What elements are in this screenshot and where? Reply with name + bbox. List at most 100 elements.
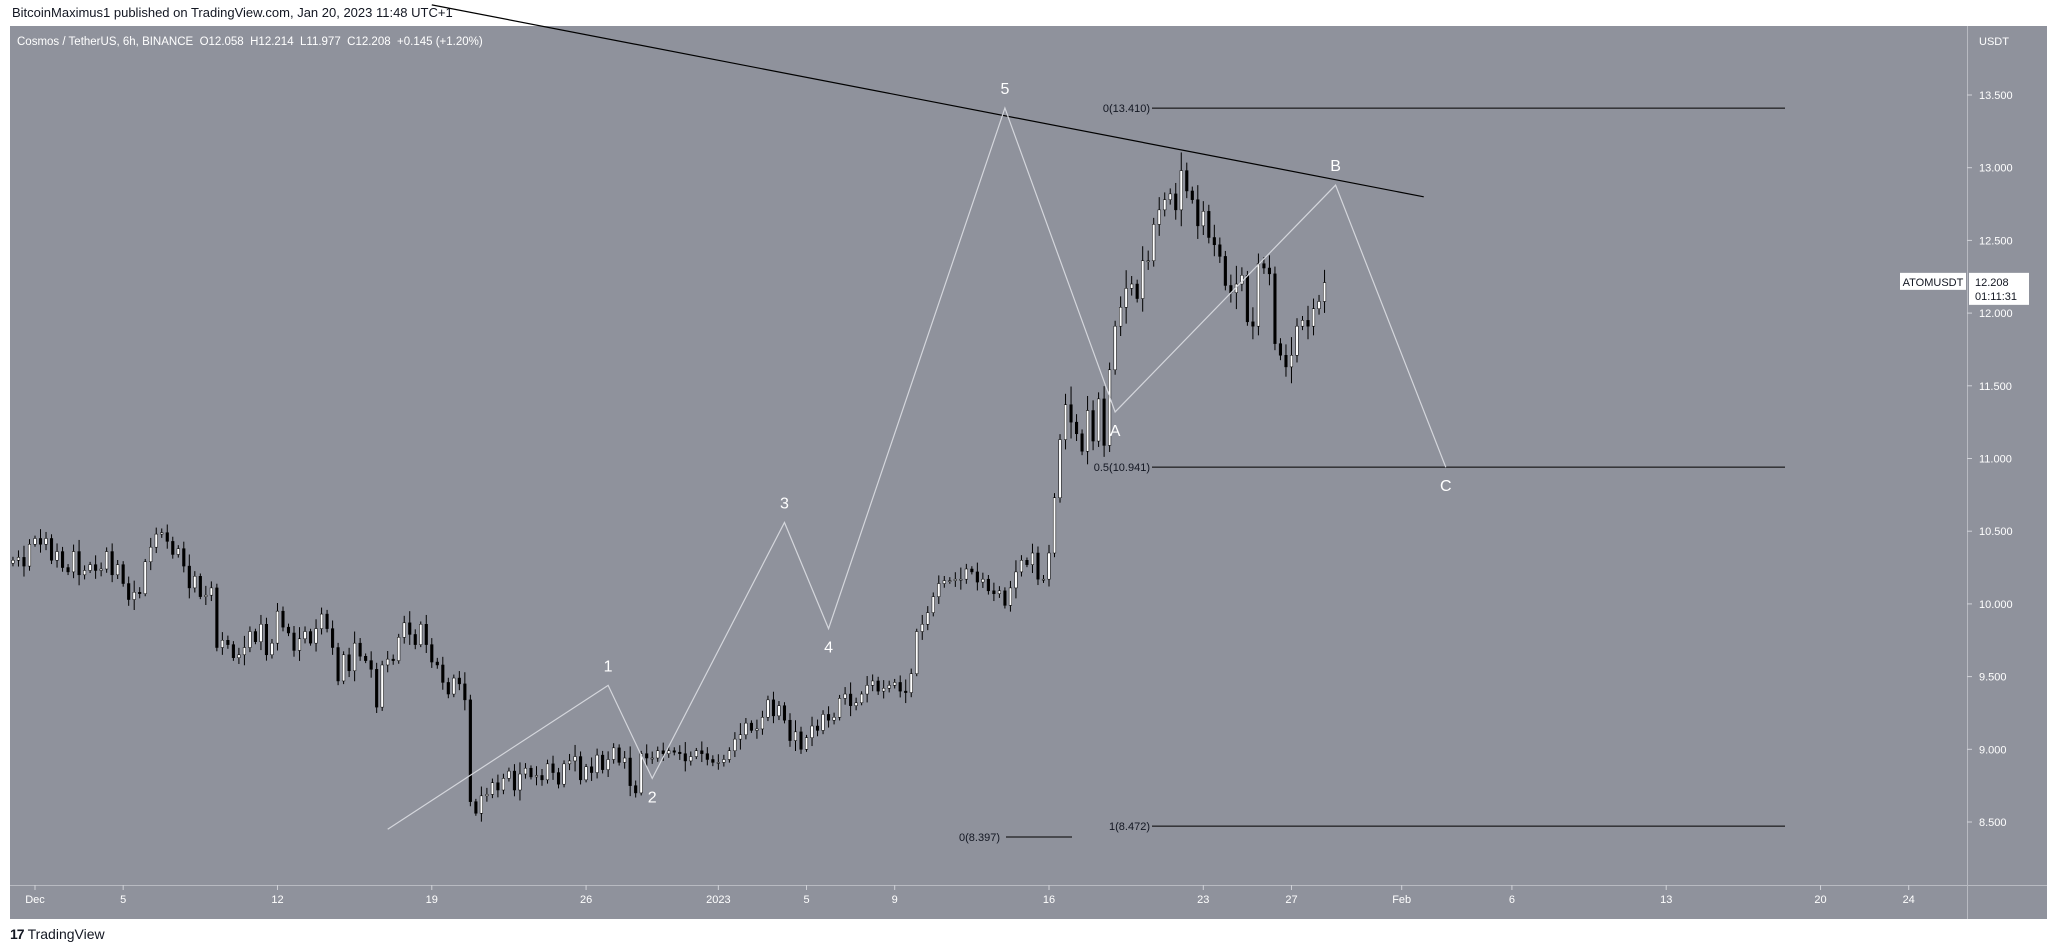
candle-body: [204, 594, 208, 597]
candle-body: [364, 655, 368, 661]
plot-area[interactable]: [10, 26, 1967, 885]
candle-body: [49, 538, 54, 561]
candle-body: [1003, 590, 1007, 606]
candle-body: [77, 551, 81, 576]
price-axis-panel[interactable]: [1967, 26, 2047, 885]
candle-body: [601, 754, 605, 770]
candle-body: [1124, 288, 1128, 308]
candle-body: [259, 624, 263, 642]
candle-body: [1157, 209, 1161, 225]
candle-body: [446, 682, 450, 695]
candle-body: [529, 767, 533, 778]
candle-body: [617, 747, 621, 763]
candle-body: [799, 731, 803, 750]
candle-body: [1086, 410, 1090, 452]
candle-body: [1273, 273, 1277, 344]
candle-body: [457, 677, 461, 685]
candle-body: [716, 762, 720, 764]
candle-body: [926, 612, 930, 625]
chart-svg[interactable]: USDT 13.500 13.000 12.500 12.000 11.500 11.000…: [0, 0, 2047, 919]
fib-level-label: 0(8.397): [959, 832, 1000, 844]
candle-body: [61, 551, 65, 568]
candle-body: [694, 750, 698, 757]
candle-body: [689, 756, 693, 762]
candle-body: [1141, 260, 1145, 299]
tradingview-brand[interactable]: TradingView: [27, 926, 105, 942]
candle-body: [264, 624, 269, 656]
candle-body: [490, 782, 494, 795]
candle-body: [683, 753, 687, 762]
candle-body: [402, 622, 406, 638]
legend-part: L: [300, 36, 307, 48]
candle-body: [308, 631, 313, 644]
candle-body: [738, 734, 742, 740]
candle-body: [1267, 267, 1271, 275]
tradingview-logo-icon[interactable]: 17: [10, 926, 25, 942]
time-tick-label: 2023: [706, 894, 730, 906]
candle-body: [176, 548, 180, 555]
price-tick-label: 13.500: [1979, 90, 2013, 102]
candle-body: [397, 637, 401, 661]
candle-body: [1113, 325, 1117, 371]
candle-body: [1278, 343, 1283, 356]
candle-body: [149, 546, 153, 562]
candle-body: [782, 705, 787, 721]
candle-body: [1185, 170, 1189, 192]
candle-body: [887, 685, 891, 689]
time-tick-label: Feb: [1392, 894, 1411, 906]
candle-body: [545, 763, 550, 781]
ohlc-legend[interactable]: Cosmos / TetherUS, 6h, BINANCE O12.058 H…: [17, 36, 483, 48]
time-tick-label: Dec: [25, 894, 45, 906]
candle-body: [1245, 275, 1249, 323]
candle-body: [138, 592, 142, 594]
last-price-label: 12.208: [1975, 277, 2009, 289]
candle-body: [860, 693, 864, 704]
price-axis-currency: USDT: [1979, 36, 2009, 48]
time-axis-panel[interactable]: [10, 885, 2047, 919]
candle-body: [771, 699, 776, 717]
candle-body: [843, 693, 847, 699]
candle-body: [904, 690, 908, 693]
candle-body: [193, 576, 197, 589]
candle-body: [1036, 552, 1040, 580]
candle-body: [937, 583, 941, 597]
candle-body: [744, 722, 748, 736]
ticker-label-box: [1900, 272, 1966, 290]
price-tick-label: 10.500: [1979, 526, 2013, 538]
candle-body: [375, 669, 379, 708]
time-tick-label: 19: [426, 894, 438, 906]
candle-body: [1069, 404, 1073, 423]
elliott-wave-path[interactable]: [387, 106, 1447, 830]
candle-body: [667, 750, 671, 754]
candle-body: [479, 795, 483, 814]
legend-part: C: [347, 36, 355, 48]
candle-body: [419, 624, 423, 645]
candle-body: [121, 564, 125, 584]
candle-body: [331, 628, 335, 648]
candle-body: [1097, 398, 1101, 442]
candle-body: [154, 533, 158, 548]
resistance-trend-line[interactable]: [431, 4, 1424, 198]
candle-body: [628, 757, 632, 786]
candle-body: [215, 587, 219, 648]
candle-body: [187, 565, 191, 589]
candle-body: [435, 661, 439, 666]
time-tick-label: 13: [1660, 894, 1672, 906]
candle-body: [1163, 199, 1167, 211]
candle-body: [1019, 560, 1023, 573]
candle-body: [1201, 211, 1205, 227]
candle-body: [1130, 283, 1134, 289]
price-tick-label: 9.500: [1979, 672, 2007, 684]
candle-body: [1119, 307, 1123, 327]
fib-level-label: 1(8.472): [1109, 821, 1150, 833]
candle-body: [11, 560, 15, 564]
candle-body: [248, 631, 252, 648]
candle-body: [413, 634, 417, 645]
candle-body: [292, 632, 296, 651]
candle-body: [110, 551, 114, 576]
price-tick-label: 13.000: [1979, 163, 2013, 175]
candle-body: [424, 624, 428, 645]
candle-body: [854, 702, 858, 706]
candle-body: [452, 677, 456, 695]
candle-body: [1174, 193, 1178, 211]
